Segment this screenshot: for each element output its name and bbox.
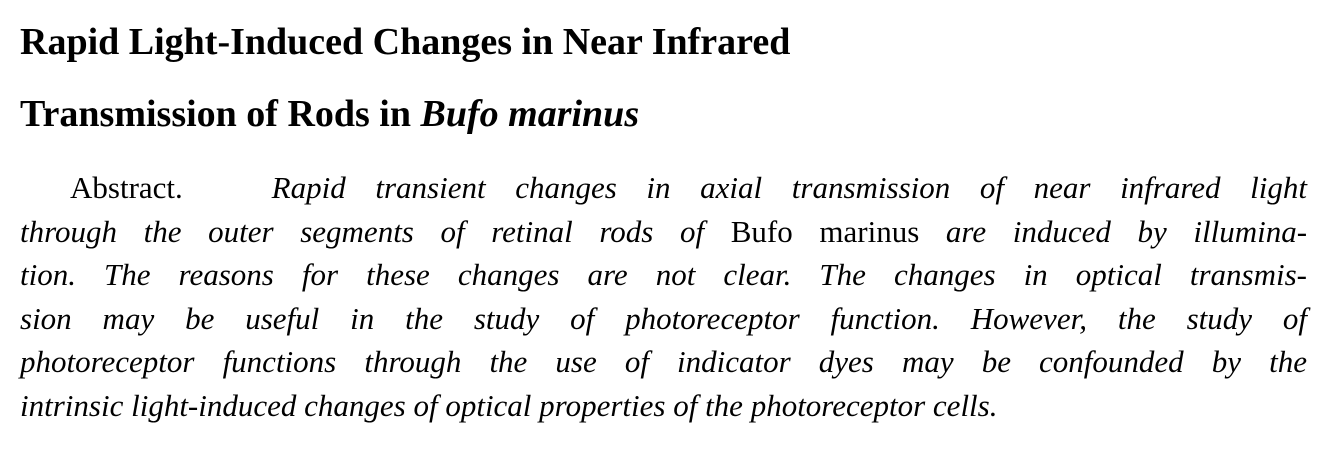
abstract-line-4: sion may be useful in the study of photo… [20, 300, 1307, 336]
abstract-line-6: intrinsic light-induced changes of optic… [20, 387, 998, 423]
abstract-paragraph: Abstract. Rapid transient changes in axi… [20, 166, 1307, 428]
abstract-text: through the outer segments of retinal ro… [20, 213, 705, 249]
abstract-text: Rapid transient changes in axial transmi… [271, 170, 1307, 205]
paper-title-line-1: Rapid Light-Induced Changes in Near Infr… [20, 21, 791, 63]
abstract-line-2: through the outer segments of retinal ro… [20, 210, 1307, 254]
abstract-text: are induced by illumina- [945, 213, 1308, 249]
abstract-label: Abstract. [70, 170, 183, 205]
title-prefix: Transmission of Rods in [20, 93, 421, 135]
abstract-line-1: Abstract. Rapid transient changes in axi… [20, 166, 1307, 210]
title-species-name: Bufo marinus [420, 93, 640, 135]
abstract-line-5: photoreceptor functions through the use … [20, 344, 1307, 380]
species-name: Bufo marinus [730, 213, 920, 249]
paper-title-line-2: Transmission of Rods in Bufo marinus [20, 92, 639, 136]
abstract-line-3: tion. The reasons for these changes are … [20, 257, 1307, 293]
